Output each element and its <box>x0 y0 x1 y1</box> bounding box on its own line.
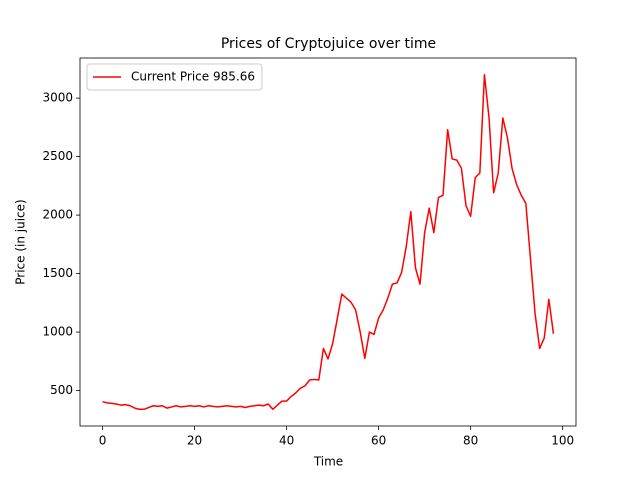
x-axis-label: Time <box>313 455 343 469</box>
x-tick-label: 100 <box>551 434 574 448</box>
y-tick-label: 1500 <box>42 266 73 280</box>
x-tick-label: 80 <box>463 434 478 448</box>
price-line <box>102 73 555 411</box>
x-tick-label: 40 <box>279 434 294 448</box>
legend-box <box>86 63 263 91</box>
y-tick-label: 500 <box>50 383 73 397</box>
x-tick-label: 20 <box>187 434 202 448</box>
y-tick-label: 3000 <box>42 91 73 105</box>
y-tick-label: 2000 <box>42 208 73 222</box>
legend-label: Current Price 985.66 <box>131 70 255 84</box>
chart-title: Prices of Cryptojuice over time <box>221 36 436 52</box>
x-tick-label: 60 <box>371 434 386 448</box>
y-tick-label: 1000 <box>42 325 73 339</box>
y-tick-label: 2500 <box>42 149 73 163</box>
x-tick-label: 0 <box>99 434 107 448</box>
y-axis-label: Price (in juice) <box>14 199 28 284</box>
legend: Current Price 985.66 <box>86 63 263 91</box>
plot-frame <box>79 57 577 427</box>
